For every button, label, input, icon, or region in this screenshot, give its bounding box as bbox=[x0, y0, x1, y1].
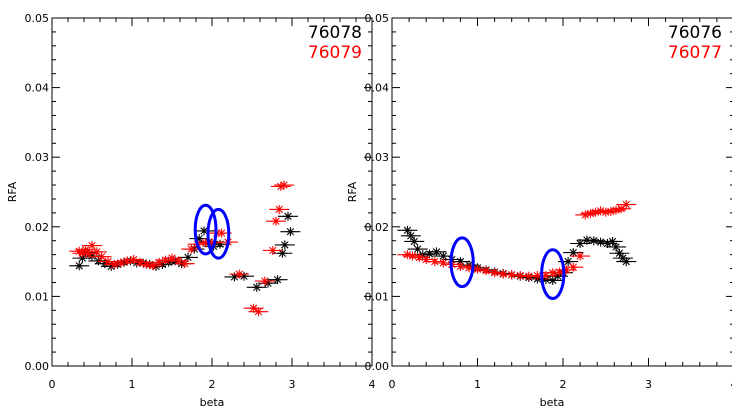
y-tick-label: 0.01 bbox=[365, 290, 390, 303]
data-point bbox=[407, 244, 428, 254]
y-tick-label: 0.05 bbox=[365, 12, 390, 25]
data-point bbox=[501, 270, 522, 280]
data-point bbox=[397, 225, 418, 235]
data-point bbox=[400, 231, 421, 241]
plot-frame bbox=[51, 17, 373, 367]
y-tick-label: 0.01 bbox=[25, 290, 50, 303]
legend-entry: 76078 bbox=[308, 23, 362, 43]
x-tick-label: 1 bbox=[474, 378, 481, 391]
highlight-ellipse bbox=[193, 203, 218, 256]
legend-entry: 76076 bbox=[668, 23, 722, 43]
y-tick-label: 0.05 bbox=[25, 12, 50, 25]
x-tick-label: 3 bbox=[289, 378, 296, 391]
data-point bbox=[91, 252, 112, 262]
highlight-ellipse bbox=[540, 248, 566, 300]
x-axis-title: beta bbox=[540, 396, 565, 409]
data-point bbox=[267, 275, 288, 285]
data-point bbox=[274, 180, 294, 190]
data-point bbox=[270, 181, 291, 191]
data-point bbox=[274, 240, 295, 250]
data-point bbox=[609, 248, 630, 258]
legend-entry: 76077 bbox=[668, 43, 722, 63]
data-point bbox=[433, 251, 454, 261]
y-axis-title: RFA bbox=[346, 181, 359, 202]
data-point bbox=[419, 249, 440, 259]
data-point bbox=[602, 236, 623, 246]
series-76079 bbox=[69, 180, 294, 317]
data-point bbox=[269, 204, 290, 214]
data-point bbox=[194, 226, 214, 236]
x-tick-label: 0 bbox=[389, 378, 396, 391]
data-point bbox=[616, 200, 637, 210]
y-tick-label: 0.00 bbox=[365, 360, 390, 373]
x-tick-label: 3 bbox=[645, 378, 652, 391]
data-point bbox=[248, 307, 269, 317]
plot-frame bbox=[391, 17, 732, 367]
data-point bbox=[174, 259, 195, 269]
y-tick-label: 0.03 bbox=[365, 151, 390, 164]
data-point bbox=[518, 271, 539, 281]
data-point bbox=[69, 261, 90, 271]
data-point bbox=[570, 251, 591, 261]
y-tick-label: 0.02 bbox=[25, 221, 50, 234]
series-76078 bbox=[69, 211, 301, 292]
y-tick-label: 0.04 bbox=[25, 82, 50, 95]
x-axis-title: beta bbox=[200, 396, 225, 409]
data-point bbox=[243, 303, 264, 313]
chart-panel-2: 0.00 0.01 0.02 0.03 0.04 0.05 0 1 2 3 4 beta RFA 7607… bbox=[346, 12, 732, 409]
data-point bbox=[254, 276, 275, 286]
highlight-ellipse bbox=[206, 207, 231, 260]
y-axis-title: RFA bbox=[6, 181, 19, 202]
data-point bbox=[266, 216, 286, 226]
data-point bbox=[616, 257, 637, 267]
data-point bbox=[246, 282, 267, 292]
data-point bbox=[542, 275, 563, 285]
data-point bbox=[278, 211, 298, 221]
data-point bbox=[590, 237, 611, 247]
x-tick-label: 2 bbox=[209, 378, 216, 391]
y-tick-label: 0.03 bbox=[25, 151, 50, 164]
data-point bbox=[493, 269, 514, 279]
data-point bbox=[611, 204, 632, 214]
y-tick-label: 0.04 bbox=[365, 82, 390, 95]
data-point bbox=[510, 271, 531, 281]
data-point bbox=[86, 247, 107, 257]
x-tick-label: 4 bbox=[369, 378, 376, 391]
data-point bbox=[262, 245, 283, 255]
legend-entry: 76079 bbox=[308, 43, 362, 63]
data-point bbox=[450, 261, 471, 271]
data-point bbox=[229, 269, 250, 279]
data-point bbox=[606, 242, 627, 252]
series-76077 bbox=[397, 200, 637, 281]
highlight-ellipse bbox=[449, 236, 475, 289]
x-tick-label: 0 bbox=[49, 378, 56, 391]
y-tick-label: 0.00 bbox=[25, 360, 50, 373]
chart-panel-1: 0.00 0.01 0.02 0.03 0.04 0.05 0 1 2 3 4 beta RFA 7607… bbox=[6, 12, 376, 409]
data-point bbox=[563, 262, 584, 272]
data-point bbox=[224, 272, 245, 282]
x-tick-label: 1 bbox=[129, 378, 136, 391]
y-tick-label: 0.02 bbox=[365, 221, 390, 234]
data-point bbox=[404, 236, 425, 246]
data-point bbox=[82, 241, 102, 251]
data-point bbox=[280, 227, 301, 237]
x-tick-label: 4 bbox=[731, 378, 732, 391]
x-tick-label: 2 bbox=[560, 378, 567, 391]
